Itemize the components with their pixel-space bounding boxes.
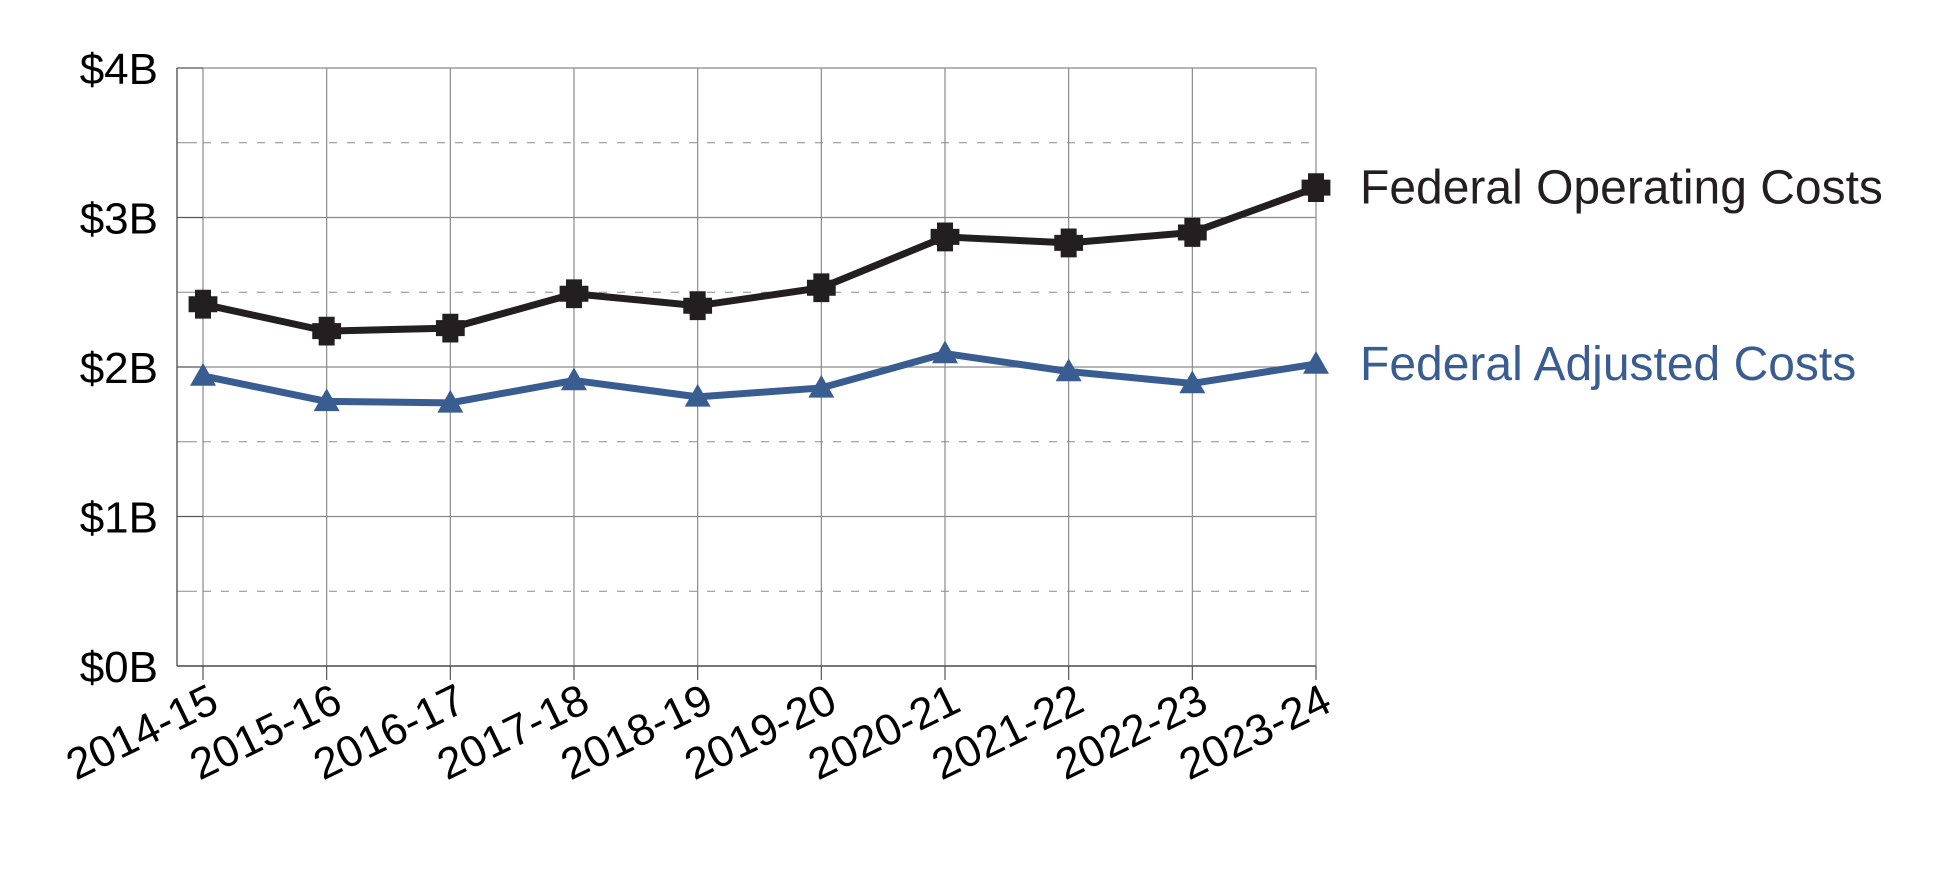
data-point-triangle (437, 389, 464, 413)
grid-layer (202, 67, 1317, 667)
data-point-triangle (808, 374, 835, 398)
data-point-triangle (313, 388, 340, 412)
data-point-triangle (684, 383, 711, 407)
label-layer: $0B$1B$2B$3B$4B2014-152015-162016-172017… (59, 45, 1883, 790)
data-point-triangle (1055, 358, 1082, 382)
data-point-cross (1301, 173, 1331, 202)
data-point-cross (930, 222, 960, 252)
data-point-cross (1054, 228, 1084, 258)
data-point-cross (683, 291, 713, 321)
data-point-cross (435, 313, 465, 343)
data-point-cross (1177, 218, 1207, 247)
series-label: Federal Operating Costs (1360, 162, 1883, 215)
data-point-triangle (561, 367, 587, 391)
data-point-triangle (190, 362, 216, 386)
series-layer (188, 173, 1331, 413)
ytick-label: $1B (80, 494, 158, 543)
data-point-cross (188, 289, 218, 319)
data-point-cross (559, 279, 589, 309)
data-point-triangle (932, 340, 958, 364)
series-1 (190, 340, 1329, 413)
data-point-cross (312, 316, 342, 346)
series-0 (188, 173, 1331, 346)
series-label: Federal Adjusted Costs (1360, 338, 1856, 391)
ytick-label: $0B (80, 643, 158, 692)
data-point-triangle (1179, 370, 1206, 394)
axis-layer (176, 67, 1317, 680)
data-point-triangle (1303, 351, 1329, 374)
data-point-cross (806, 273, 836, 303)
ytick-label: $3B (80, 195, 158, 244)
series-line (202, 350, 1317, 407)
ytick-label: $4B (80, 45, 158, 94)
ytick-label: $2B (80, 344, 158, 393)
series-line (202, 184, 1318, 335)
